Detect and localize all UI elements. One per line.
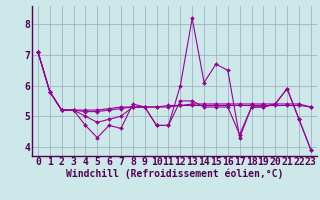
X-axis label: Windchill (Refroidissement éolien,°C): Windchill (Refroidissement éolien,°C) [66, 169, 283, 179]
